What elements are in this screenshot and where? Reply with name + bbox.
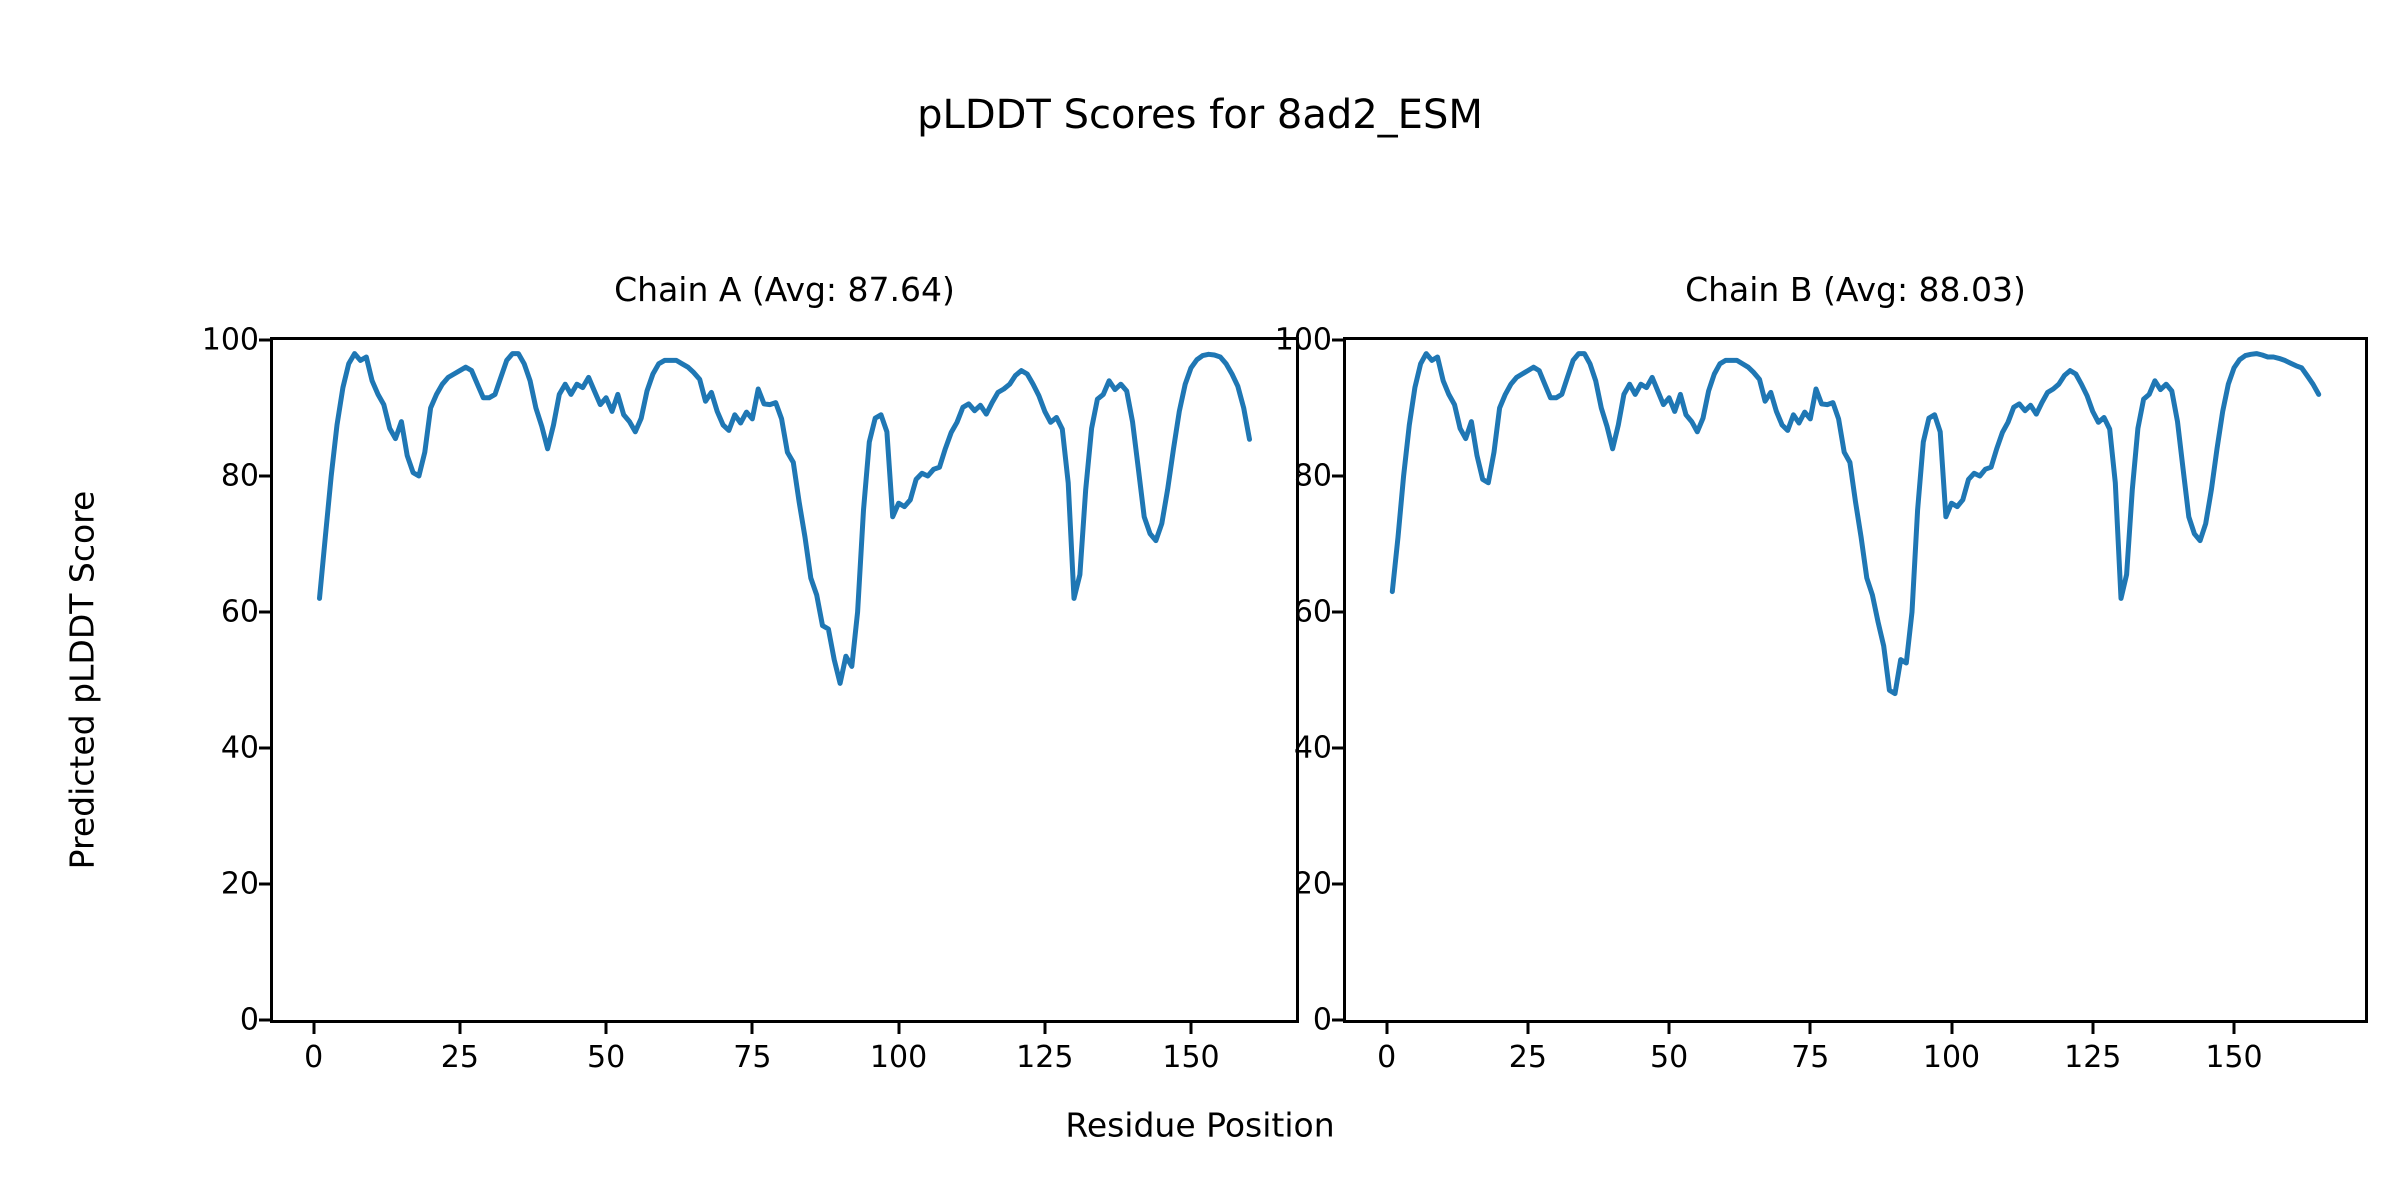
x-tick <box>2091 1023 2095 1034</box>
y-tick-label: 80 <box>220 458 259 494</box>
x-tick-label: 75 <box>1791 1040 1830 1075</box>
y-tick-label: 0 <box>1312 1002 1332 1038</box>
x-tick-label: 50 <box>1650 1040 1689 1075</box>
y-tick <box>259 1018 270 1022</box>
plddt-line-a <box>317 351 1252 686</box>
y-tick-label: 20 <box>1293 866 1332 902</box>
x-tick-label: 125 <box>1016 1040 1074 1075</box>
x-tick <box>2232 1023 2236 1034</box>
x-tick <box>1950 1023 1954 1034</box>
x-tick-label: 0 <box>304 1040 324 1075</box>
x-axis-label: Residue Position <box>1065 1105 1335 1145</box>
y-tick-label: 40 <box>220 730 259 766</box>
x-tick-label: 50 <box>587 1040 626 1075</box>
x-tick-label: 150 <box>2205 1040 2263 1075</box>
subplot-title-chain-b: Chain B (Avg: 88.03) <box>1685 270 2026 309</box>
x-tick-label: 0 <box>1377 1040 1397 1075</box>
x-tick <box>312 1023 316 1034</box>
x-tick-label: 100 <box>869 1040 928 1075</box>
x-tick-label: 125 <box>2064 1040 2122 1075</box>
y-tick <box>259 882 270 886</box>
x-tick-label: 25 <box>1508 1040 1547 1075</box>
x-tick <box>897 1023 901 1034</box>
plddt-line-b <box>1389 351 2322 697</box>
y-tick-label: 20 <box>220 866 259 902</box>
y-tick-label: 80 <box>1293 458 1332 494</box>
y-tick-label: 40 <box>1293 730 1332 766</box>
x-tick <box>1189 1023 1193 1034</box>
y-tick <box>1332 1018 1343 1022</box>
y-tick-label: 60 <box>220 594 259 630</box>
y-tick <box>1332 338 1343 342</box>
y-tick <box>1332 882 1343 886</box>
y-tick <box>1332 474 1343 478</box>
x-tick <box>1808 1023 1812 1034</box>
x-tick <box>604 1023 608 1034</box>
x-tick <box>750 1023 754 1034</box>
x-tick-label: 25 <box>440 1040 479 1075</box>
x-tick <box>458 1023 462 1034</box>
y-tick <box>259 338 270 342</box>
y-tick <box>1332 610 1343 614</box>
x-tick <box>1667 1023 1671 1034</box>
x-tick-label: 150 <box>1162 1040 1220 1075</box>
figure-title: pLDDT Scores for 8ad2_ESM <box>917 92 1483 138</box>
x-tick-label: 75 <box>733 1040 772 1075</box>
y-axis-label: Predicted pLDDT Score <box>62 490 102 870</box>
y-tick <box>259 610 270 614</box>
x-tick <box>1385 1023 1389 1034</box>
y-tick-label: 100 <box>1274 322 1332 358</box>
y-tick-label: 0 <box>239 1002 259 1038</box>
plddt-line-chart-b <box>1389 351 2322 697</box>
y-tick-label: 100 <box>201 322 259 358</box>
subplot-chain-b: Chain B (Avg: 88.03) 0 25 50 75 100 125 150 0 20… <box>1275 270 2368 1075</box>
y-tick <box>1332 746 1343 750</box>
y-tick <box>259 746 270 750</box>
y-tick <box>259 474 270 478</box>
x-tick <box>1526 1023 1530 1034</box>
subplot-title-chain-a: Chain A (Avg: 87.64) <box>614 270 955 309</box>
x-tick-label: 100 <box>1922 1040 1981 1075</box>
x-tick <box>1043 1023 1047 1034</box>
subplot-chain-a: Chain A (Avg: 87.64) 0 25 50 75 100 125 150 0 20… <box>202 270 1299 1075</box>
plddt-line-chart-a <box>317 351 1252 686</box>
y-tick-label: 60 <box>1293 594 1332 630</box>
